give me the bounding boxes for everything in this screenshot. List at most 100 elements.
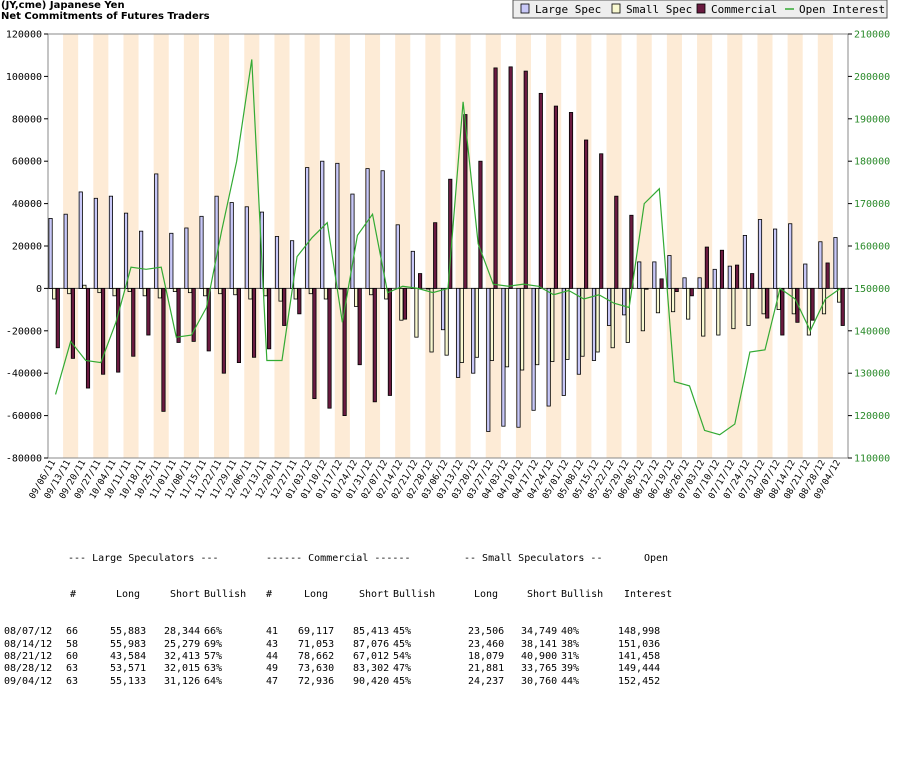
table-cell: 47 xyxy=(266,675,279,687)
small-spec-bar xyxy=(172,287,177,292)
large-spec-bar xyxy=(63,213,68,289)
table-cell: 67,012 xyxy=(353,650,390,662)
commercial-bar xyxy=(236,287,241,363)
large-spec-bar xyxy=(123,212,129,289)
table-cell: 40% xyxy=(561,626,580,638)
band xyxy=(576,34,592,458)
small-spec-bar xyxy=(82,284,87,289)
table-cell: 141,458 xyxy=(618,650,661,662)
table-cell: 31% xyxy=(561,650,580,662)
small-spec-bar xyxy=(610,287,615,349)
left-tick-label: 20000 xyxy=(12,242,42,253)
commercial-bar xyxy=(750,273,755,289)
commercial-bar xyxy=(387,287,392,396)
col-ls-count: # xyxy=(70,589,77,601)
band xyxy=(817,34,833,458)
small-spec-bar xyxy=(369,287,374,296)
large-spec-bar xyxy=(244,206,249,289)
right-tick-label: 190000 xyxy=(854,114,890,125)
table-cell: 18,079 xyxy=(468,650,505,662)
small-spec-bar xyxy=(248,287,253,300)
legend-swatch xyxy=(696,3,706,14)
table-header-row-2: # Long Short Bullish # Long Short Bullis… xyxy=(4,589,672,601)
large-spec-bar xyxy=(652,261,657,289)
commercial-bar xyxy=(810,287,815,321)
col-ss-long: Long xyxy=(474,589,499,601)
commercial-bar xyxy=(780,287,785,336)
commercial-bar xyxy=(825,262,830,289)
table-cell: 78,662 xyxy=(298,650,335,662)
commercial-bar xyxy=(508,66,513,289)
small-spec-bar xyxy=(625,287,630,343)
table-cell: 41 xyxy=(266,626,279,638)
commercial-bar xyxy=(689,287,694,297)
commercial-bar xyxy=(599,153,604,289)
col-ss-bullish: Bullish xyxy=(561,589,604,601)
small-spec-bar xyxy=(187,287,193,294)
small-spec-bar xyxy=(520,287,525,371)
small-spec-bar xyxy=(791,287,796,315)
table-cell: 66 xyxy=(66,626,79,638)
commercial-bar xyxy=(221,287,226,374)
table-body: 08/07/12 66 55,883 28,344 66% 41 69,117 85,413 4… xyxy=(4,626,660,687)
large-spec-bar xyxy=(139,230,144,289)
large-spec-bar xyxy=(727,265,732,289)
small-spec-bar xyxy=(746,287,751,326)
right-tick-label: 210000 xyxy=(854,30,890,41)
table-cell: 08/07/12 xyxy=(4,626,53,638)
small-spec-bar xyxy=(233,287,238,296)
table-cell: 45% xyxy=(393,626,412,638)
table-cell: 63% xyxy=(204,663,223,675)
table-cell: 34,749 xyxy=(521,626,558,638)
large-spec-bar xyxy=(471,287,476,374)
small-spec-bar xyxy=(535,287,540,366)
table-cell: 83,302 xyxy=(353,663,390,675)
small-spec-bar xyxy=(399,287,404,321)
table-cell: 40,900 xyxy=(521,650,558,662)
table-cell: 63 xyxy=(66,675,79,687)
commercial-bar xyxy=(659,278,664,289)
large-spec-bar xyxy=(154,173,159,289)
left-tick-label: 60000 xyxy=(12,157,42,168)
right-tick-label: 160000 xyxy=(854,242,890,253)
small-spec-bar xyxy=(595,287,600,353)
small-spec-bar xyxy=(338,287,344,290)
small-spec-bar xyxy=(354,287,359,307)
large-spec-bar xyxy=(531,287,536,411)
small-spec-bar xyxy=(504,287,510,368)
col-com-count: # xyxy=(266,589,273,601)
large-spec-bar xyxy=(757,219,763,289)
commercial-bar xyxy=(297,287,302,315)
table-cell: 25,279 xyxy=(164,638,201,650)
table-cell: 49 xyxy=(266,663,279,675)
commercial-bar xyxy=(55,287,60,349)
table-cell: 87,076 xyxy=(353,638,390,650)
table-cell: 45% xyxy=(393,675,412,687)
commercial-bar xyxy=(267,287,272,350)
table-cell: 45% xyxy=(393,638,412,650)
large-spec-bar xyxy=(78,191,83,289)
commercial-bar xyxy=(176,287,181,343)
table-row: 08/07/12 66 55,883 28,344 66% 41 69,117 85,413 4… xyxy=(4,626,660,638)
chart-header: (JY,cme) Japanese Yen Net Commitments of… xyxy=(1,0,210,22)
commercial-bar xyxy=(101,287,106,375)
table-cell: 31,126 xyxy=(164,675,201,687)
table-cell: 66% xyxy=(204,626,223,638)
large-spec-bar xyxy=(637,261,642,289)
legend-label: Small Spec xyxy=(626,3,692,16)
legend-swatch xyxy=(611,3,621,14)
table-cell: 28,344 xyxy=(164,626,201,638)
table-cell: 43 xyxy=(266,638,279,650)
col-com-short: Short xyxy=(359,589,390,601)
large-spec-bar xyxy=(712,268,717,289)
large-spec-bar xyxy=(199,215,204,289)
col-com-bullish: Bullish xyxy=(393,589,436,601)
table-cell: 30,760 xyxy=(521,675,558,687)
small-spec-bar xyxy=(127,287,132,292)
commercial-bar xyxy=(568,112,574,289)
table-cell: 23,506 xyxy=(468,626,505,638)
small-spec-bar xyxy=(444,287,449,356)
commercial-bar xyxy=(840,287,845,326)
commercial-bar xyxy=(312,287,317,400)
small-spec-bar xyxy=(52,287,57,300)
